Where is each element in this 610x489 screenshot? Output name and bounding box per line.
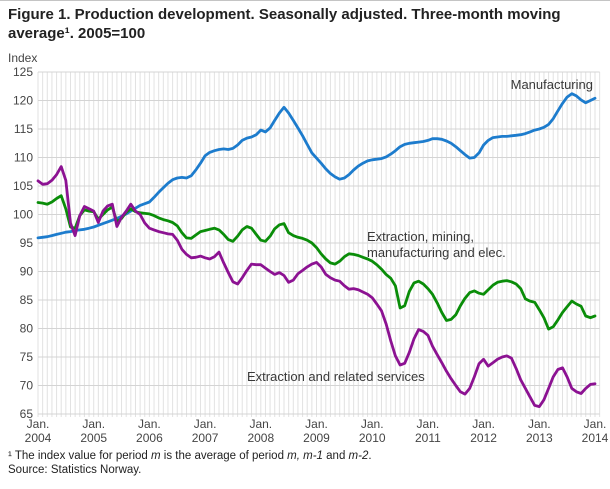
footnote-segment: m-2 [348,450,369,462]
x-tick-year-label: 2010 [359,431,386,445]
y-tick-label: 105 [13,179,33,193]
x-tick-month-label: Jan. [584,417,607,431]
series-label-extraction-services: Extraction and related services [247,369,425,384]
x-tick-month-label: Jan. [472,417,495,431]
y-tick-label: 80 [20,322,34,336]
x-tick-year-label: 2013 [526,431,553,445]
footnote-segment: and [322,450,349,462]
footnote-segment: m, m-1 [287,450,323,462]
footnote-segment: ¹ The index value for period [8,450,151,462]
y-tick-label: 115 [14,122,33,136]
footnote-segment: . [368,450,372,462]
x-tick-month-label: Jan. [138,417,161,431]
y-tick-label: 100 [13,208,33,222]
y-tick-label: 120 [13,94,33,108]
series-label-extraction-mining: Extraction, mining, manufacturing and el… [367,229,506,260]
y-tick-label: 70 [20,379,34,393]
x-tick-year-label: 2005 [80,431,107,445]
y-tick-label: 125 [13,65,33,79]
y-tick-label: 85 [20,293,34,307]
x-tick-month-label: Jan. [82,417,105,431]
series-label-extraction-mining-line2: manufacturing and elec. [367,244,506,260]
x-tick-month-label: Jan. [27,417,50,431]
chart-title-line2: average¹. 2005=100 [8,25,146,42]
x-tick-year-label: 2012 [470,431,497,445]
x-tick-year-label: 2011 [415,431,441,445]
footnote: ¹ The index value for period m is the av… [8,449,372,477]
chart-title: Figure 1. Production development. Season… [8,5,604,43]
y-tick-label: 95 [20,236,34,250]
x-tick-month-label: Jan. [361,417,384,431]
x-tick-month-label: Jan. [528,417,551,431]
x-tick-month-label: Jan. [249,417,272,431]
line-manufacturing [36,92,597,240]
footnote-segment: m [150,450,161,462]
y-axis-title: Index [8,51,38,65]
y-tick-label: 90 [20,265,34,279]
x-tick-year-label: 2009 [303,431,330,445]
x-tick-month-label: Jan. [305,417,328,431]
line-extraction-and-related-services [36,165,597,409]
x-tick-year-label: 2004 [25,431,52,445]
y-tick-label: 75 [20,350,34,364]
series-label-manufacturing: Manufacturing [510,77,593,92]
x-tick-month-label: Jan. [194,417,217,431]
x-tick-month-label: Jan. [417,417,440,431]
x-tick-year-label: 2006 [136,431,163,445]
series-label-extraction-mining-line1: Extraction, mining, [367,229,474,244]
y-tick-label: 65 [20,407,34,421]
footnote-text: ¹ The index value for period m is the av… [8,449,372,463]
source-text: Source: Statistics Norway. [8,464,142,476]
y-tick-label: 110 [14,151,33,165]
footnote-segment: is the average of period [160,450,288,462]
x-tick-year-label: 2014 [582,431,609,445]
x-tick-year-label: 2008 [247,431,274,445]
x-tick-year-label: 2007 [192,431,219,445]
line-extraction-mining-manufacturing-elec [36,194,597,331]
chart-title-line1: Figure 1. Production development. Season… [8,6,561,23]
